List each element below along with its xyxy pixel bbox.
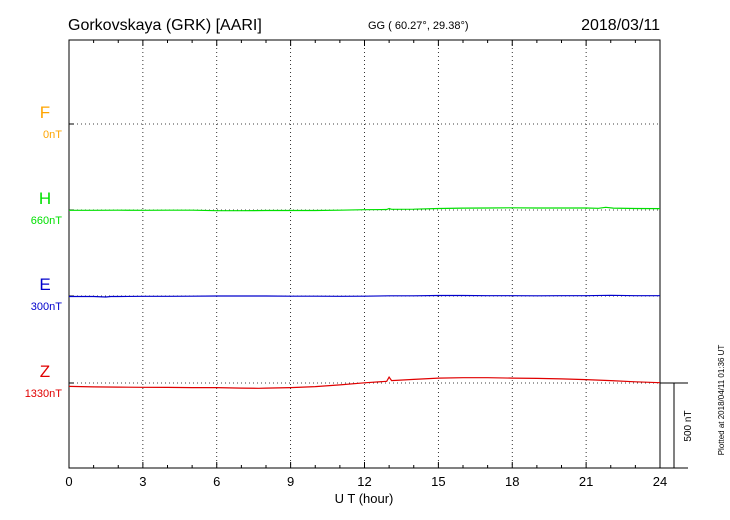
x-tick-label: 0 — [65, 474, 72, 489]
x-tick-label: 6 — [213, 474, 220, 489]
baseline-value-f: 0nT — [43, 129, 62, 141]
baseline-value-h: 660nT — [31, 215, 62, 227]
scale-bar-label: 500 nT — [683, 410, 694, 441]
component-label-h: H — [39, 189, 51, 208]
station-title: Gorkovskaya (GRK) [AARI] — [68, 17, 262, 34]
axis-ticks: 0 3 6 9 12 15 18 21 24 — [65, 40, 667, 489]
baseline-value-z: 1330nT — [25, 388, 63, 400]
component-label-f: F — [40, 103, 50, 122]
x-tick-label: 3 — [139, 474, 146, 489]
chart-date: 2018/03/11 — [581, 17, 660, 34]
x-axis-label: U T (hour) — [335, 491, 394, 506]
component-labels: F 0nT H 660nT E 300nT Z 1330nT — [25, 103, 63, 400]
x-tick-label: 24 — [653, 474, 667, 489]
series-layer — [68, 206, 661, 389]
component-label-e: E — [39, 275, 50, 294]
series-line-h — [69, 206, 661, 212]
x-tick-label: 12 — [357, 474, 371, 489]
plotted-note: Plotted at 2018/04/11 01:36 UT — [717, 345, 726, 456]
x-tick-label: 21 — [579, 474, 593, 489]
component-label-z: Z — [40, 362, 50, 381]
grid-lines — [69, 40, 660, 468]
baseline-value-e: 300nT — [31, 301, 62, 313]
x-tick-label: 18 — [505, 474, 519, 489]
station-coords: GG ( 60.27°, 29.38°) — [368, 20, 469, 32]
series-line-z — [68, 375, 661, 389]
x-tick-label: 15 — [431, 474, 445, 489]
x-tick-label: 9 — [287, 474, 294, 489]
series-line-e — [69, 294, 660, 298]
scale-bar: 500 nT — [660, 382, 694, 469]
